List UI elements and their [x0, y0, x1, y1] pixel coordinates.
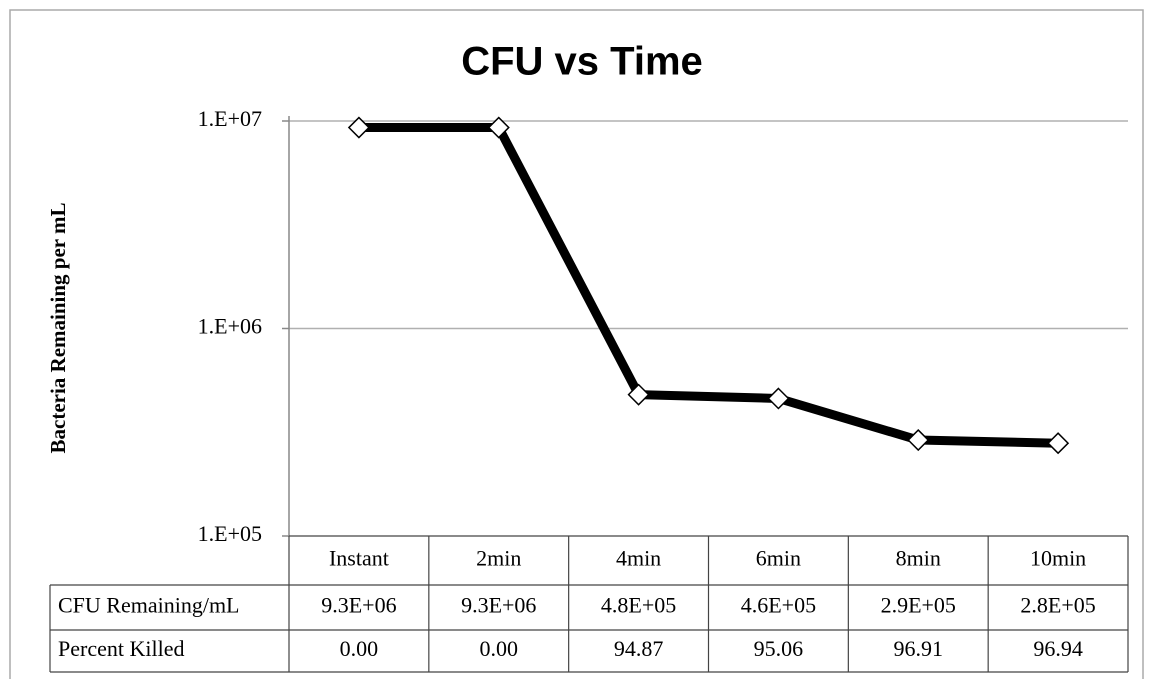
- table-row-header: CFU Remaining/mL: [58, 593, 240, 618]
- point-marker: [767, 387, 790, 410]
- chart-border: [9, 9, 1144, 679]
- y-tick-label: 1.E+07: [198, 106, 262, 131]
- table-cell: 0.00: [340, 636, 379, 661]
- point-marker: [487, 116, 510, 139]
- table-cell: 4.8E+05: [601, 593, 676, 618]
- table-cell: 96.91: [894, 636, 944, 661]
- table-cell: 9.3E+06: [321, 593, 396, 618]
- table-cell: 4.6E+05: [741, 593, 816, 618]
- table-cell: 2.8E+05: [1020, 593, 1095, 618]
- table-cell: 96.94: [1033, 636, 1083, 661]
- y-axis-label: Bacteria Remaining per mL: [46, 203, 70, 454]
- table-cell: 9.3E+06: [461, 593, 536, 618]
- y-tick-label: 1.E+06: [198, 314, 262, 339]
- table-cell: 2.9E+05: [881, 593, 956, 618]
- x-tick-label: Instant: [329, 546, 389, 571]
- x-tick-label: 4min: [616, 546, 661, 571]
- point-marker: [347, 116, 370, 139]
- point-marker: [907, 428, 930, 452]
- table-cell: 94.87: [614, 636, 664, 661]
- y-tick-label: 1.E+05: [198, 521, 262, 546]
- x-tick-label: 8min: [896, 546, 941, 571]
- table-cell: 0.00: [480, 636, 519, 661]
- table-cell: 95.06: [754, 636, 804, 661]
- series-line: [358, 123, 1059, 448]
- point-marker: [627, 383, 650, 406]
- x-tick-label: 6min: [756, 546, 801, 571]
- point-marker: [1047, 432, 1070, 455]
- x-tick-label: 2min: [476, 546, 521, 571]
- chart-title: CFU vs Time: [461, 40, 703, 84]
- x-tick-label: 10min: [1030, 546, 1086, 571]
- table-row-header: Percent Killed: [58, 636, 184, 661]
